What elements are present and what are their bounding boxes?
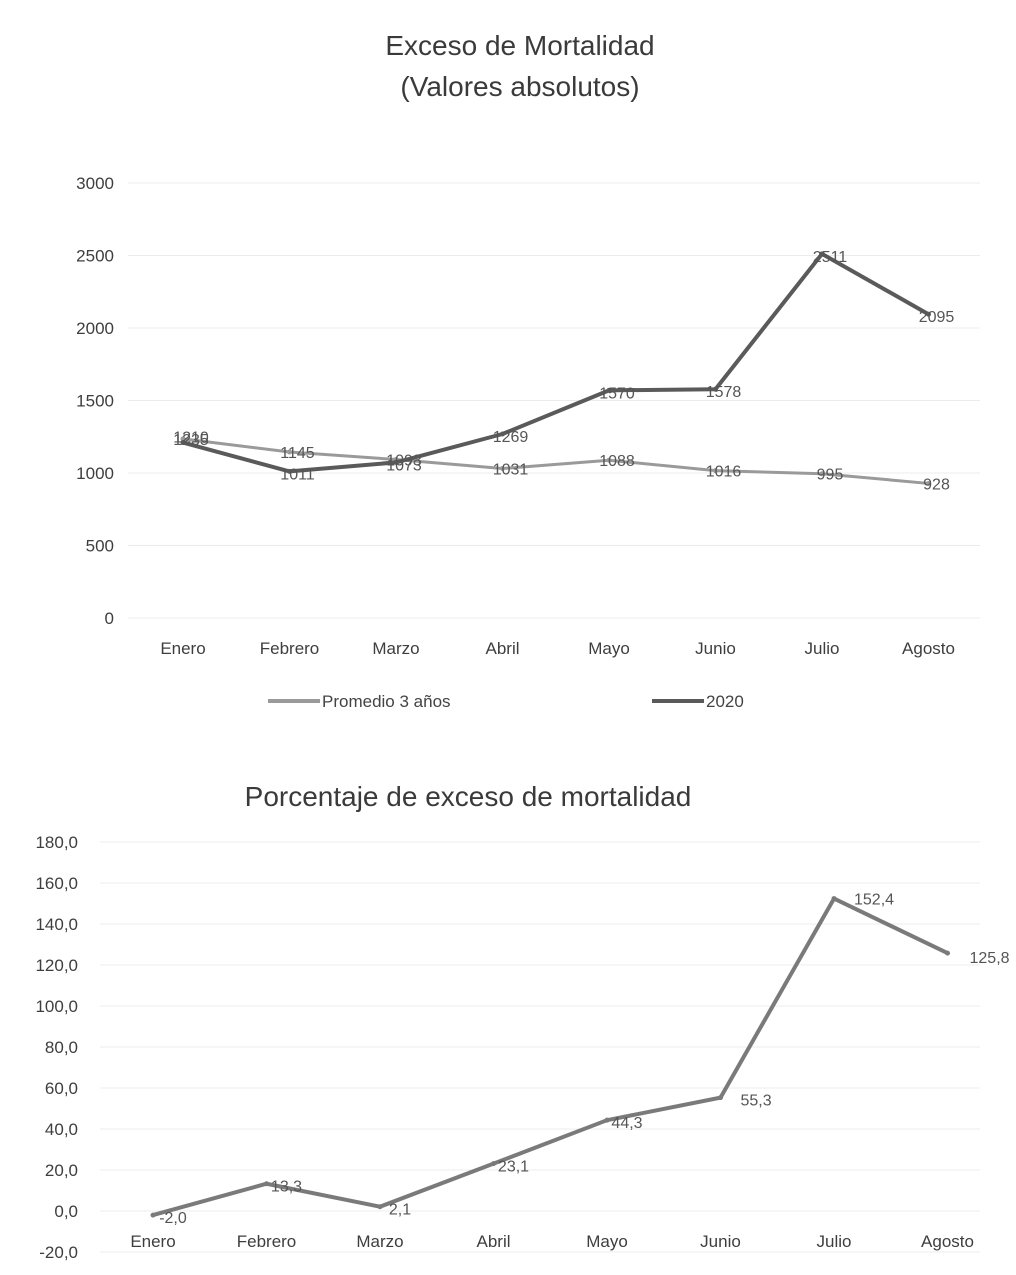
x-tick-label: Marzo: [356, 1232, 403, 1251]
data-label: 2095: [919, 309, 955, 326]
data-label: 152,4: [854, 892, 894, 909]
data-point: [264, 1181, 269, 1186]
x-tick-label: Abril: [485, 639, 519, 658]
y-tick-label: 100,0: [35, 997, 78, 1016]
data-point: [605, 1118, 610, 1123]
data-label: 2511: [813, 249, 848, 266]
x-tick-label: Enero: [130, 1232, 175, 1251]
x-tick-label: Julio: [805, 639, 840, 658]
data-label: 13,3: [271, 1179, 302, 1196]
data-point: [945, 951, 950, 956]
data-label: 1578: [706, 384, 742, 401]
data-label: 44,3: [611, 1115, 642, 1132]
data-point: [718, 1095, 723, 1100]
y-tick-label: 80,0: [45, 1038, 78, 1057]
data-label: -2,0: [159, 1210, 187, 1227]
data-label: 1073: [386, 457, 422, 474]
y-tick-label: 2500: [76, 247, 114, 266]
data-label: 1011: [280, 466, 315, 483]
data-label: 1031: [493, 462, 529, 479]
data-label: 2,1: [389, 1202, 411, 1219]
y-tick-label: 1000: [76, 464, 114, 483]
chart1-title: Exceso de Mortalidad: [385, 30, 654, 61]
x-tick-label: Enero: [160, 639, 205, 658]
x-tick-label: Mayo: [586, 1232, 628, 1251]
data-label: 55,3: [741, 1093, 772, 1110]
y-tick-label: 2000: [76, 319, 114, 338]
x-tick-label: Abril: [476, 1232, 510, 1251]
chart1-subtitle: (Valores absolutos): [400, 71, 639, 102]
x-tick-label: Agosto: [921, 1232, 974, 1251]
percent-excess-chart: Porcentaje de exceso de mortalidad 180,0…: [0, 760, 1016, 1275]
x-tick-label: Agosto: [902, 639, 955, 658]
y-tick-label: 60,0: [45, 1079, 78, 1098]
absolute-excess-chart: Exceso de Mortalidad (Valores absolutos)…: [0, 0, 1016, 740]
y-tick-label: 140,0: [35, 915, 78, 934]
data-label: 928: [923, 476, 950, 493]
data-point: [491, 1161, 496, 1166]
x-tick-label: Mayo: [588, 639, 630, 658]
x-tick-label: Junio: [695, 639, 736, 658]
y-tick-label: 20,0: [45, 1161, 78, 1180]
data-label: 1210: [173, 430, 209, 447]
data-label: 23,1: [498, 1159, 529, 1176]
data-label: 1016: [706, 464, 742, 481]
chart2-title: Porcentaje de exceso de mortalidad: [245, 781, 692, 812]
legend-label-2020: 2020: [706, 692, 744, 711]
data-label: 1269: [493, 429, 529, 446]
data-point: [832, 896, 837, 901]
data-point: [151, 1213, 156, 1218]
y-tick-label: 0: [105, 609, 114, 628]
y-tick-label: -20,0: [39, 1243, 78, 1262]
data-label: 1570: [599, 385, 635, 402]
data-point: [378, 1204, 383, 1209]
series-line-1: [183, 254, 929, 472]
y-tick-label: 180,0: [35, 833, 78, 852]
legend-label-promedio: Promedio 3 años: [322, 692, 451, 711]
y-tick-label: 40,0: [45, 1120, 78, 1139]
data-label: 1145: [280, 445, 315, 462]
y-tick-label: 3000: [76, 174, 114, 193]
y-tick-label: 120,0: [35, 956, 78, 975]
data-label: 995: [817, 467, 844, 484]
x-tick-label: Marzo: [372, 639, 419, 658]
x-tick-label: Febrero: [237, 1232, 297, 1251]
x-tick-label: Julio: [817, 1232, 852, 1251]
y-tick-label: 160,0: [35, 874, 78, 893]
x-tick-label: Febrero: [260, 639, 320, 658]
y-tick-label: 0,0: [54, 1202, 78, 1221]
series-line-0: [153, 899, 948, 1216]
x-tick-label: Junio: [700, 1232, 741, 1251]
chart1-legend: Promedio 3 años 2020: [268, 692, 744, 711]
data-label: 1088: [599, 453, 635, 470]
y-tick-label: 500: [86, 537, 114, 556]
y-tick-label: 1500: [76, 392, 114, 411]
data-label: 125,8: [970, 950, 1010, 967]
